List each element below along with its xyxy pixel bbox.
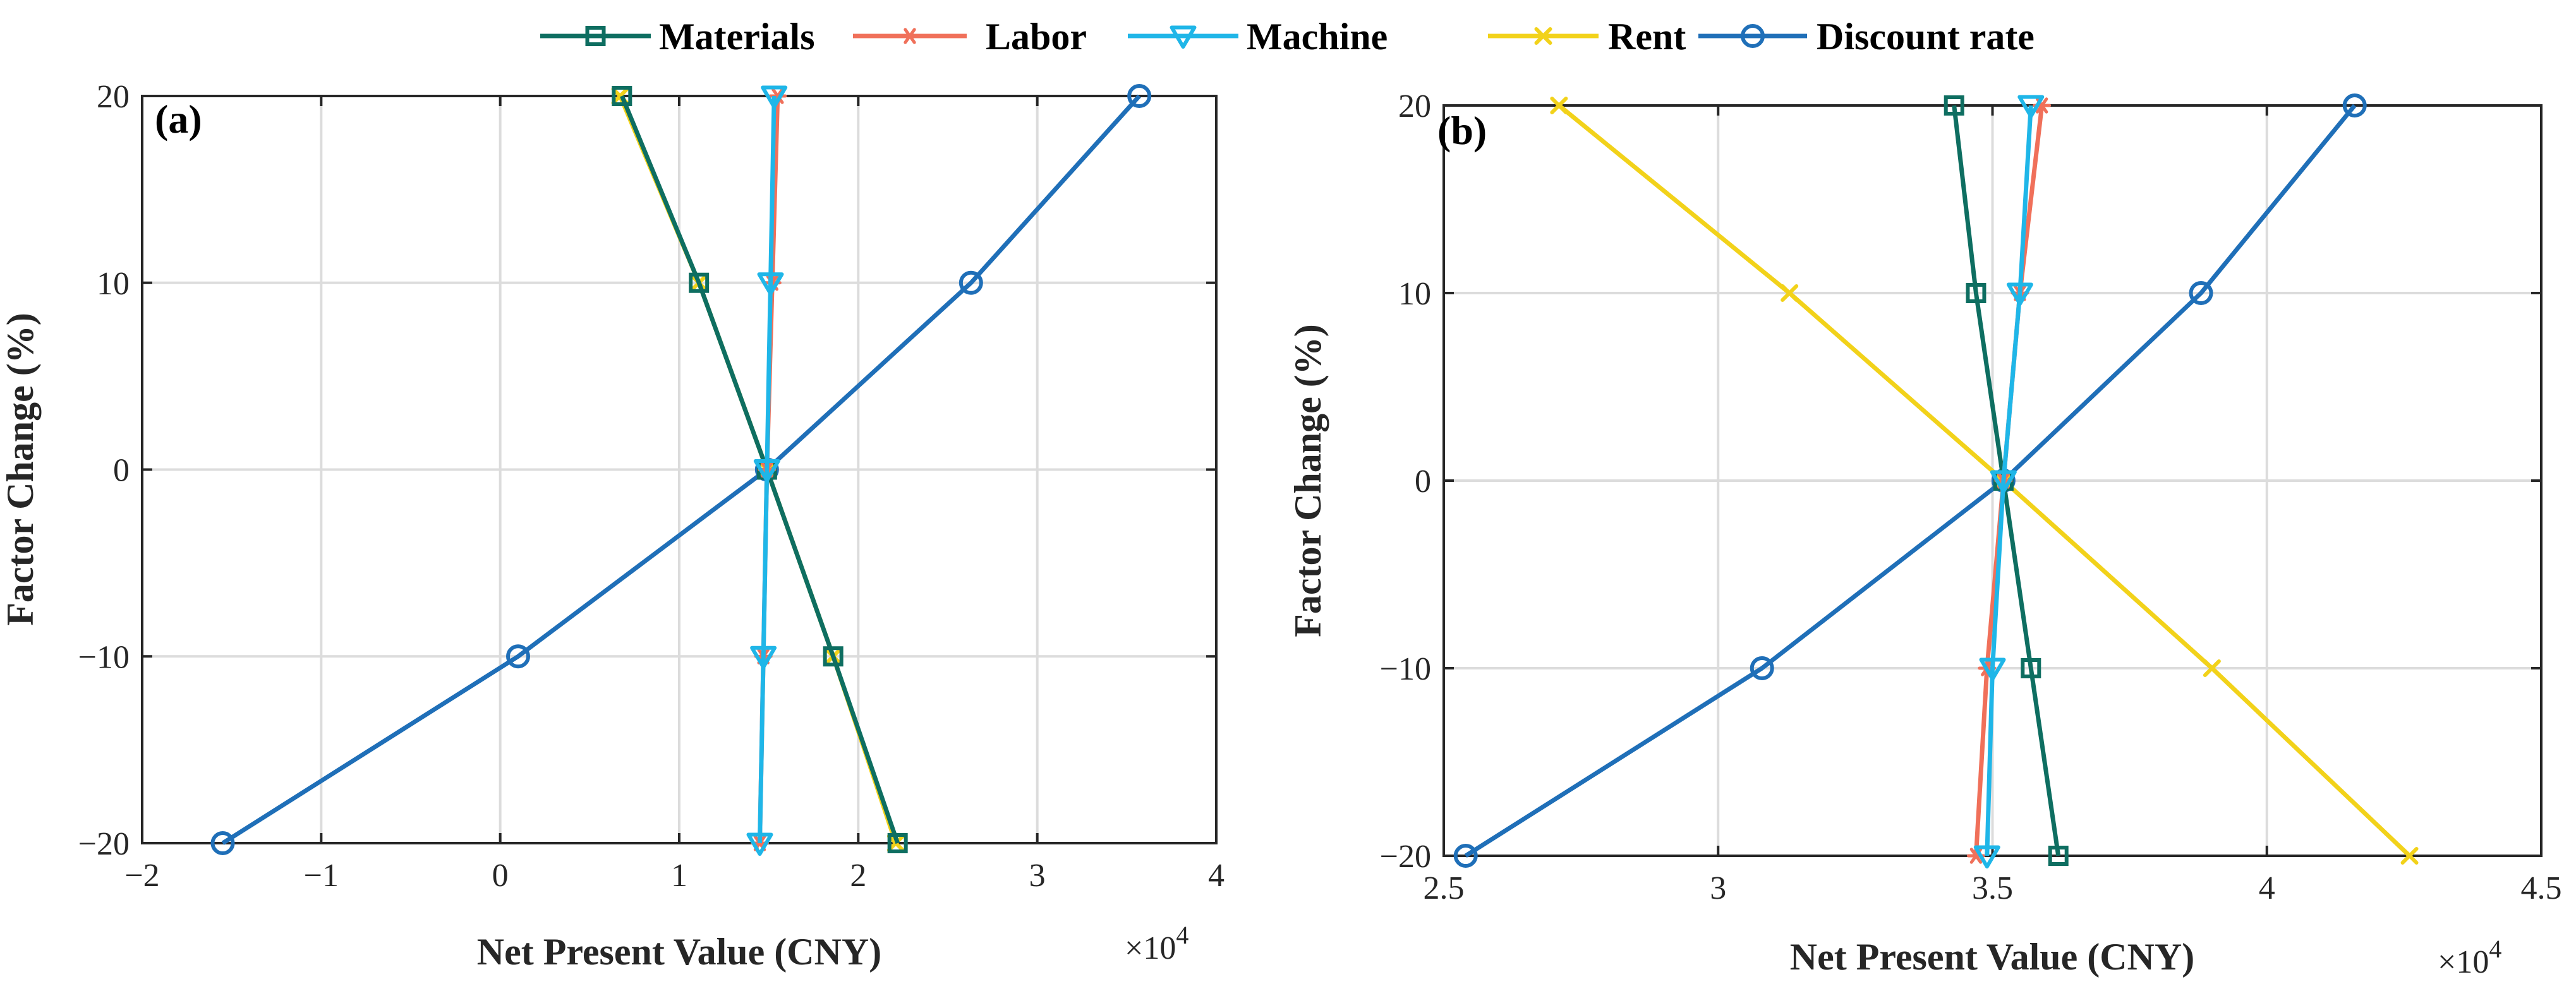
- data-point-materials: [689, 272, 710, 293]
- data-point-discount-rate: [1453, 844, 1478, 868]
- legend-item-discount-rate: Discount rate: [1698, 16, 2035, 57]
- series-group: [210, 84, 1152, 856]
- y-tick-label: −20: [1380, 839, 1431, 875]
- data-point-discount-rate: [210, 831, 235, 855]
- data-point-machine: [746, 832, 773, 856]
- y-tick-label: 0: [1415, 464, 1431, 500]
- x-tick-label: 2.5: [1424, 870, 1465, 906]
- legend-marker-machine: [1170, 25, 1197, 49]
- legend-label-machine: Machine: [1247, 16, 1388, 57]
- data-point-discount-rate: [1127, 84, 1152, 108]
- x-tick-label: 4: [1208, 858, 1225, 894]
- data-point-materials: [1966, 283, 1986, 303]
- data-point-machine: [2017, 95, 2045, 119]
- data-point-machine: [753, 459, 780, 483]
- y-tick-label: 0: [113, 453, 130, 489]
- data-point-discount-rate: [2342, 93, 2367, 117]
- legend-label-rent: Rent: [1608, 16, 1686, 57]
- x-axis-multiplier-exponent: 4: [2489, 935, 2501, 963]
- data-point-machine: [757, 272, 784, 296]
- legend-label-materials: Materials: [659, 16, 815, 57]
- y-tick-label: −10: [78, 639, 130, 675]
- y-tick-label: 10: [97, 266, 130, 302]
- series-group: [1453, 93, 2419, 869]
- x-tick-label: 3: [1029, 858, 1046, 894]
- x-tick-label: −2: [124, 858, 159, 894]
- data-point-machine: [1979, 657, 2006, 681]
- data-point-rent: [1550, 97, 1568, 114]
- x-tick-label: 2: [850, 858, 866, 894]
- data-point-machine: [2006, 282, 2033, 306]
- data-point-materials: [887, 833, 908, 853]
- data-point-materials: [2021, 658, 2041, 678]
- legend-label-discount-rate: Discount rate: [1817, 16, 2035, 57]
- x-axis-multiplier-base: ×10: [2438, 944, 2489, 980]
- panel-b: 2.5 3 3.5 4 4.5 −20 −10 0 10 20 Net Present Value …: [1287, 88, 2562, 980]
- x-tick-label: 3: [1710, 870, 1726, 906]
- legend-item-machine: Machine: [1128, 16, 1388, 57]
- y-tick-label: −10: [1380, 651, 1431, 687]
- series-line-machine: [758, 95, 777, 844]
- data-point-machine: [1973, 845, 2000, 869]
- data-point-rent: [2400, 847, 2419, 865]
- data-point-materials: [1944, 95, 1964, 116]
- x-tick-label: −1: [304, 858, 339, 894]
- x-axis-multiplier: ×104: [2438, 935, 2501, 980]
- x-axis-multiplier-exponent: 4: [1176, 921, 1188, 949]
- data-point-materials: [823, 646, 844, 667]
- panel-label: (b): [1437, 108, 1487, 153]
- x-tick-label: 4: [2259, 870, 2275, 906]
- y-axis-label: Factor Change (%): [1287, 324, 1329, 637]
- legend-marker-labor: [900, 28, 919, 44]
- panel-label: (a): [155, 97, 202, 141]
- y-ticks: −20 −10 0 10 20: [78, 79, 1216, 862]
- legend-label-labor: Labor: [986, 16, 1087, 57]
- x-ticks: −2 −1 0 1 2 3 4: [124, 96, 1225, 894]
- x-axis-label: Net Present Value (CNY): [1790, 936, 2194, 978]
- x-axis-label: Net Present Value (CNY): [477, 931, 881, 973]
- series-machine: [746, 85, 788, 856]
- y-tick-label: −20: [78, 826, 130, 862]
- data-point-materials: [2048, 846, 2069, 866]
- y-axis-label: Factor Change (%): [0, 313, 41, 625]
- data-point-machine: [761, 85, 788, 109]
- x-tick-label: 0: [492, 858, 509, 894]
- data-point-materials: [612, 86, 632, 106]
- y-tick-label: 10: [1398, 276, 1431, 312]
- x-tick-label: 4.5: [2521, 870, 2562, 906]
- legend-marker-discount-rate: [1741, 24, 1765, 48]
- y-ticks: −20 −10 0 10 20: [1380, 88, 2541, 875]
- legend-item-materials: Materials: [540, 16, 815, 57]
- x-tick-label: 1: [671, 858, 687, 894]
- x-tick-label: 3.5: [1972, 870, 2013, 906]
- x-axis-multiplier-base: ×10: [1125, 930, 1176, 966]
- y-tick-label: 20: [1398, 88, 1431, 124]
- series-line-machine: [1985, 105, 2033, 856]
- legend-marker-rent: [1534, 27, 1552, 45]
- data-point-discount-rate: [506, 644, 530, 669]
- grid: [141, 95, 1218, 844]
- series-machine: [1973, 95, 2045, 869]
- y-tick-label: 20: [97, 79, 130, 115]
- data-point-rent: [1781, 284, 1799, 302]
- data-point-rent: [2203, 659, 2221, 677]
- x-ticks: 2.5 3 3.5 4 4.5: [1424, 105, 2562, 906]
- data-point-machine: [750, 645, 777, 669]
- data-point-discount-rate: [958, 270, 983, 295]
- legend: Materials Labor Machine Rent Discount rate: [540, 16, 2035, 57]
- legend-item-rent: Rent: [1488, 16, 1686, 57]
- legend-marker-materials: [585, 26, 606, 46]
- data-point-machine: [1990, 470, 2017, 494]
- data-point-discount-rate: [1750, 656, 1774, 680]
- x-axis-multiplier: ×104: [1125, 921, 1188, 966]
- legend-item-labor: Labor: [853, 16, 1087, 57]
- data-point-discount-rate: [2189, 281, 2213, 305]
